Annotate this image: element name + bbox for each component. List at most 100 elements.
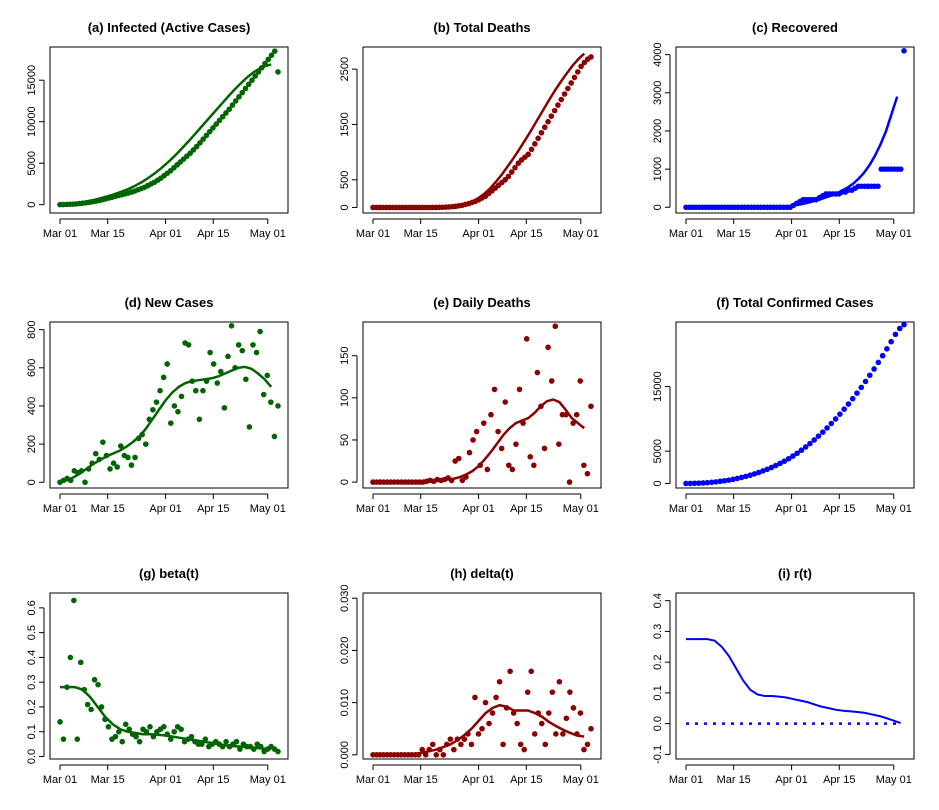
panel-title: (c) Recovered: [752, 20, 838, 35]
data-point: [546, 710, 552, 716]
data-point: [730, 476, 736, 483]
data-point: [488, 411, 494, 418]
fit-line: [59, 63, 272, 206]
data-point: [696, 480, 702, 486]
data-point: [832, 416, 839, 422]
y-tick-label: 800: [26, 320, 38, 338]
data-point: [132, 454, 138, 461]
data-point: [233, 738, 240, 745]
x-tick-label: Apr 15: [197, 774, 229, 786]
data-point: [84, 701, 91, 708]
data-point: [468, 741, 475, 748]
data-point: [548, 113, 555, 119]
data-point: [581, 746, 587, 753]
y-tick-label: 0: [652, 204, 664, 210]
y-tick-label: 0.1: [652, 685, 664, 700]
data-point: [892, 331, 899, 338]
x-tick-label: Apr 01: [775, 228, 807, 240]
data-point: [534, 369, 541, 376]
y-tick-label: 4000: [652, 42, 664, 66]
fit-line: [59, 365, 273, 484]
y-tick-label: 100: [339, 389, 351, 407]
data-point: [845, 401, 852, 407]
data-point: [871, 366, 877, 372]
data-point: [147, 723, 153, 730]
y-tick-label: 0: [339, 204, 351, 210]
data-point: [122, 721, 129, 728]
data-point: [521, 746, 527, 753]
data-point: [235, 342, 242, 348]
data-point: [246, 424, 253, 430]
y-tick-label: 0.030: [339, 584, 351, 612]
x-tick-label: Mar 01: [356, 228, 390, 240]
data-point: [223, 110, 229, 116]
data-point: [545, 344, 551, 351]
data-point: [153, 399, 160, 405]
plot-box: [362, 321, 602, 489]
data-point: [568, 80, 574, 86]
data-point: [491, 386, 498, 393]
fit-line: [373, 52, 586, 209]
data-point: [193, 143, 200, 150]
data-point: [517, 741, 524, 748]
data-point: [260, 391, 267, 398]
x-tick-label: Mar 15: [404, 503, 438, 515]
panel-i: (i) r(t) Mar 01 Mar 15 Apr 01 Apr 15 May 01 -0…: [652, 566, 915, 786]
data-point: [798, 447, 805, 454]
panel-title: (g) beta(t): [139, 566, 199, 581]
data-point: [700, 480, 706, 486]
data-point: [210, 361, 217, 367]
data-point: [527, 454, 534, 460]
data-point: [541, 445, 548, 452]
data-point: [523, 336, 530, 342]
data-point: [164, 361, 171, 367]
data-point: [896, 325, 903, 332]
data-point: [535, 135, 541, 142]
x-tick-label: May 01: [563, 228, 599, 240]
y-tick-label: 15000: [652, 371, 664, 402]
data-point: [239, 89, 246, 96]
data-point: [578, 63, 584, 70]
y-tick-label: 0: [26, 479, 38, 485]
data-point: [150, 406, 156, 413]
data-point: [713, 479, 719, 485]
data-point: [841, 406, 847, 412]
data-point: [95, 681, 101, 688]
panel-b: (b) Total Deaths Mar 01 Mar 15 Apr 01 Apr 15…: [339, 20, 602, 240]
y-tick-label: 400: [26, 397, 38, 415]
x-tick-label: May 01: [250, 228, 286, 240]
data-point: [545, 118, 551, 125]
data-point: [901, 322, 907, 328]
data-point: [862, 378, 869, 385]
data-point: [229, 102, 236, 108]
x-tick-label: Apr 15: [823, 503, 855, 515]
data-point: [875, 183, 881, 190]
data-point: [555, 102, 561, 108]
data-point: [419, 746, 426, 753]
data-point: [252, 73, 259, 79]
data-point: [747, 472, 753, 479]
data-point: [704, 479, 711, 486]
data-point: [193, 387, 199, 394]
y-tick-label: 0.0: [652, 716, 664, 731]
data-point: [528, 668, 535, 675]
x-tick-label: Apr 15: [510, 774, 542, 786]
data-point: [552, 323, 559, 330]
y-tick-label: 0: [339, 479, 351, 485]
x-tick-label: May 01: [563, 503, 599, 515]
data-point: [548, 378, 555, 384]
data-point: [496, 678, 503, 685]
data-point: [577, 710, 584, 716]
data-point: [178, 393, 185, 400]
data-point: [472, 694, 478, 701]
x-tick-label: Apr 15: [510, 503, 542, 515]
data-point: [811, 437, 818, 443]
x-tick-label: May 01: [563, 774, 599, 786]
y-tick-label: 0.4: [26, 650, 38, 665]
x-tick-label: Mar 01: [669, 774, 703, 786]
data-point: [884, 346, 890, 352]
data-point: [112, 733, 119, 740]
x-tick-label: Apr 01: [775, 774, 807, 786]
data-point: [849, 395, 856, 402]
